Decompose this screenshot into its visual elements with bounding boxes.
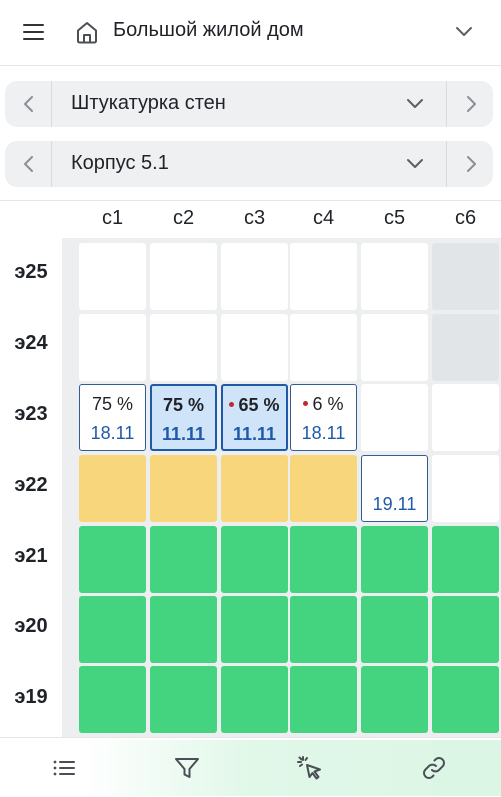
cell-percent-row: 65 % [223,395,286,416]
grid-cell-completed[interactable] [150,526,217,593]
grid-cell-selected[interactable]: 65 % 11.11 [221,384,288,451]
filter-icon [175,758,199,778]
grid-cell-scheduled[interactable]: 19.11 [361,455,428,522]
select-mode-button[interactable] [294,752,326,784]
grid-cell-completed[interactable] [361,666,428,733]
grid-cell-in-progress[interactable] [150,455,217,522]
column-header-c1: с1 [101,207,124,229]
grid-cell-completed[interactable] [79,666,146,733]
work-prev-button[interactable] [5,81,52,127]
work-type-selector[interactable]: Штукатурка стен [5,81,493,127]
grid-cell[interactable] [290,314,357,381]
chevron-left-icon [24,96,33,112]
cell-percent-row: 6 % [291,394,356,415]
grid-cell-completed[interactable] [79,526,146,593]
list-button[interactable] [48,752,80,784]
grid-cell-completed[interactable] [432,666,499,733]
grid-cell-progress[interactable]: 75 % 18.11 [79,384,146,451]
grid-cell-in-progress[interactable] [221,455,288,522]
link-icon [423,757,445,779]
grid-cell-completed[interactable] [221,596,288,663]
row-header-e23: э23 [14,403,48,425]
building-label[interactable]: Корпус 5.1 [71,152,169,174]
grid-cell-unavailable [432,314,499,381]
column-header-c6: с6 [454,207,477,229]
column-header-c5: с5 [383,207,406,229]
row-header-e22: э22 [14,474,48,496]
grid-cell[interactable] [432,455,499,522]
column-header-c4: с4 [312,207,335,229]
grid-cell[interactable] [79,243,146,310]
cell-date: 11.11 [161,424,206,444]
work-type-label[interactable]: Штукатурка стен [71,92,226,114]
grid-cell-in-progress[interactable] [290,455,357,522]
chevron-down-icon[interactable] [403,95,427,113]
chevron-left-icon [24,156,33,172]
grid-cell[interactable] [361,384,428,451]
filter-button[interactable] [171,752,203,784]
grid-cell-progress[interactable]: 6 % 18.11 [290,384,357,451]
grid-cell-completed[interactable] [361,596,428,663]
chevron-right-icon [467,156,476,172]
grid-cell-completed[interactable] [361,526,428,593]
column-header-c3: с3 [243,207,266,229]
grid-cell[interactable] [361,243,428,310]
grid-cell[interactable] [150,314,217,381]
cell-percent: 6 % [312,394,344,414]
cell-date: 19.11 [372,494,417,514]
grid-cell-completed[interactable] [290,526,357,593]
grid-cell[interactable] [221,314,288,381]
cell-date: 18.11 [90,423,135,443]
grid-cell-selected[interactable]: 75 % 11.11 [150,384,217,451]
grid-cell-completed[interactable] [290,596,357,663]
building-next-button[interactable] [446,141,493,187]
grid-cell-completed[interactable] [79,596,146,663]
row-header-e19: э19 [14,686,48,708]
toolbar-highlight [80,740,501,796]
building-selector[interactable]: Корпус 5.1 [5,141,493,187]
grid-cell-completed[interactable] [150,596,217,663]
grid-cell[interactable] [290,243,357,310]
cell-percent: 75 % [91,394,134,414]
row-header-e21: э21 [14,545,48,567]
grid-cell-completed[interactable] [432,526,499,593]
grid-cell-in-progress[interactable] [79,455,146,522]
row-header-e20: э20 [14,615,48,637]
cell-percent: 75 % [162,395,205,415]
project-title[interactable]: Большой жилой дом [113,19,304,41]
grid-cell[interactable] [221,243,288,310]
work-next-button[interactable] [446,81,493,127]
grid-cell-completed[interactable] [221,526,288,593]
link-button[interactable] [418,752,450,784]
list-icon [53,760,75,776]
cell-date: 11.11 [232,424,277,444]
app-header: Большой жилой дом [0,0,501,66]
grid-cell-completed[interactable] [150,666,217,733]
divider [0,200,501,201]
row-header-e25: э25 [14,261,48,283]
grid-cell[interactable] [79,314,146,381]
grid-cell-unavailable [432,243,499,310]
grid-cell[interactable] [150,243,217,310]
grid-cell[interactable] [432,384,499,451]
chevron-right-icon [467,96,476,112]
grid-cell-completed[interactable] [221,666,288,733]
chevron-down-icon[interactable] [403,155,427,173]
pointer-select-icon [297,756,321,780]
hamburger-menu-icon[interactable] [20,20,48,44]
cell-percent: 65 % [238,395,280,415]
grid-cell[interactable] [361,314,428,381]
grid-cell-completed[interactable] [290,666,357,733]
column-header-c2: с2 [172,207,195,229]
home-icon[interactable] [74,19,100,45]
bottom-toolbar [0,737,501,797]
warning-dot-icon [229,401,235,407]
grid-cell-completed[interactable] [432,596,499,663]
cell-date: 18.11 [301,423,346,443]
warning-dot-icon [303,400,309,406]
building-prev-button[interactable] [5,141,52,187]
chevron-down-icon[interactable] [452,22,476,42]
row-header-e24: э24 [14,332,48,354]
